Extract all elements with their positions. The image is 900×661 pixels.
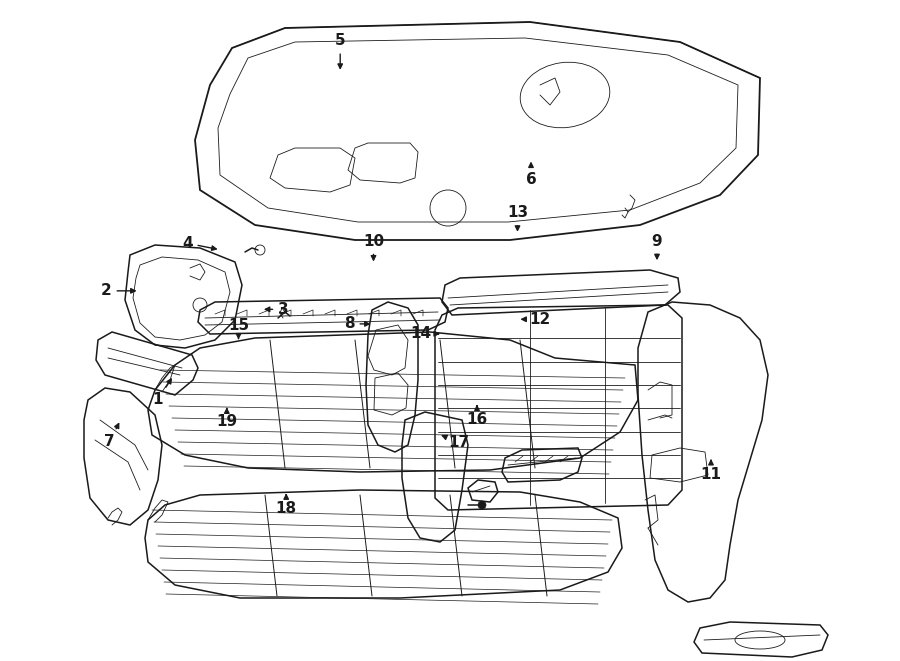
Text: 13: 13 xyxy=(507,206,528,230)
Text: 15: 15 xyxy=(228,318,249,338)
Text: 11: 11 xyxy=(700,461,722,482)
Text: 2: 2 xyxy=(101,284,135,298)
Text: 9: 9 xyxy=(652,234,662,258)
Text: 8: 8 xyxy=(344,317,369,331)
Circle shape xyxy=(478,501,486,509)
Text: 14: 14 xyxy=(410,327,438,341)
Text: 12: 12 xyxy=(522,312,551,327)
Text: 7: 7 xyxy=(104,424,119,449)
Text: 6: 6 xyxy=(526,163,536,187)
Text: 10: 10 xyxy=(363,234,384,260)
Text: 16: 16 xyxy=(466,406,488,427)
Text: 19: 19 xyxy=(216,408,238,429)
Text: 5: 5 xyxy=(335,34,346,68)
Text: 18: 18 xyxy=(275,495,297,516)
Text: 3: 3 xyxy=(266,302,289,317)
Text: 1: 1 xyxy=(152,379,171,407)
Text: 17: 17 xyxy=(442,436,470,450)
Text: 4: 4 xyxy=(182,236,216,251)
